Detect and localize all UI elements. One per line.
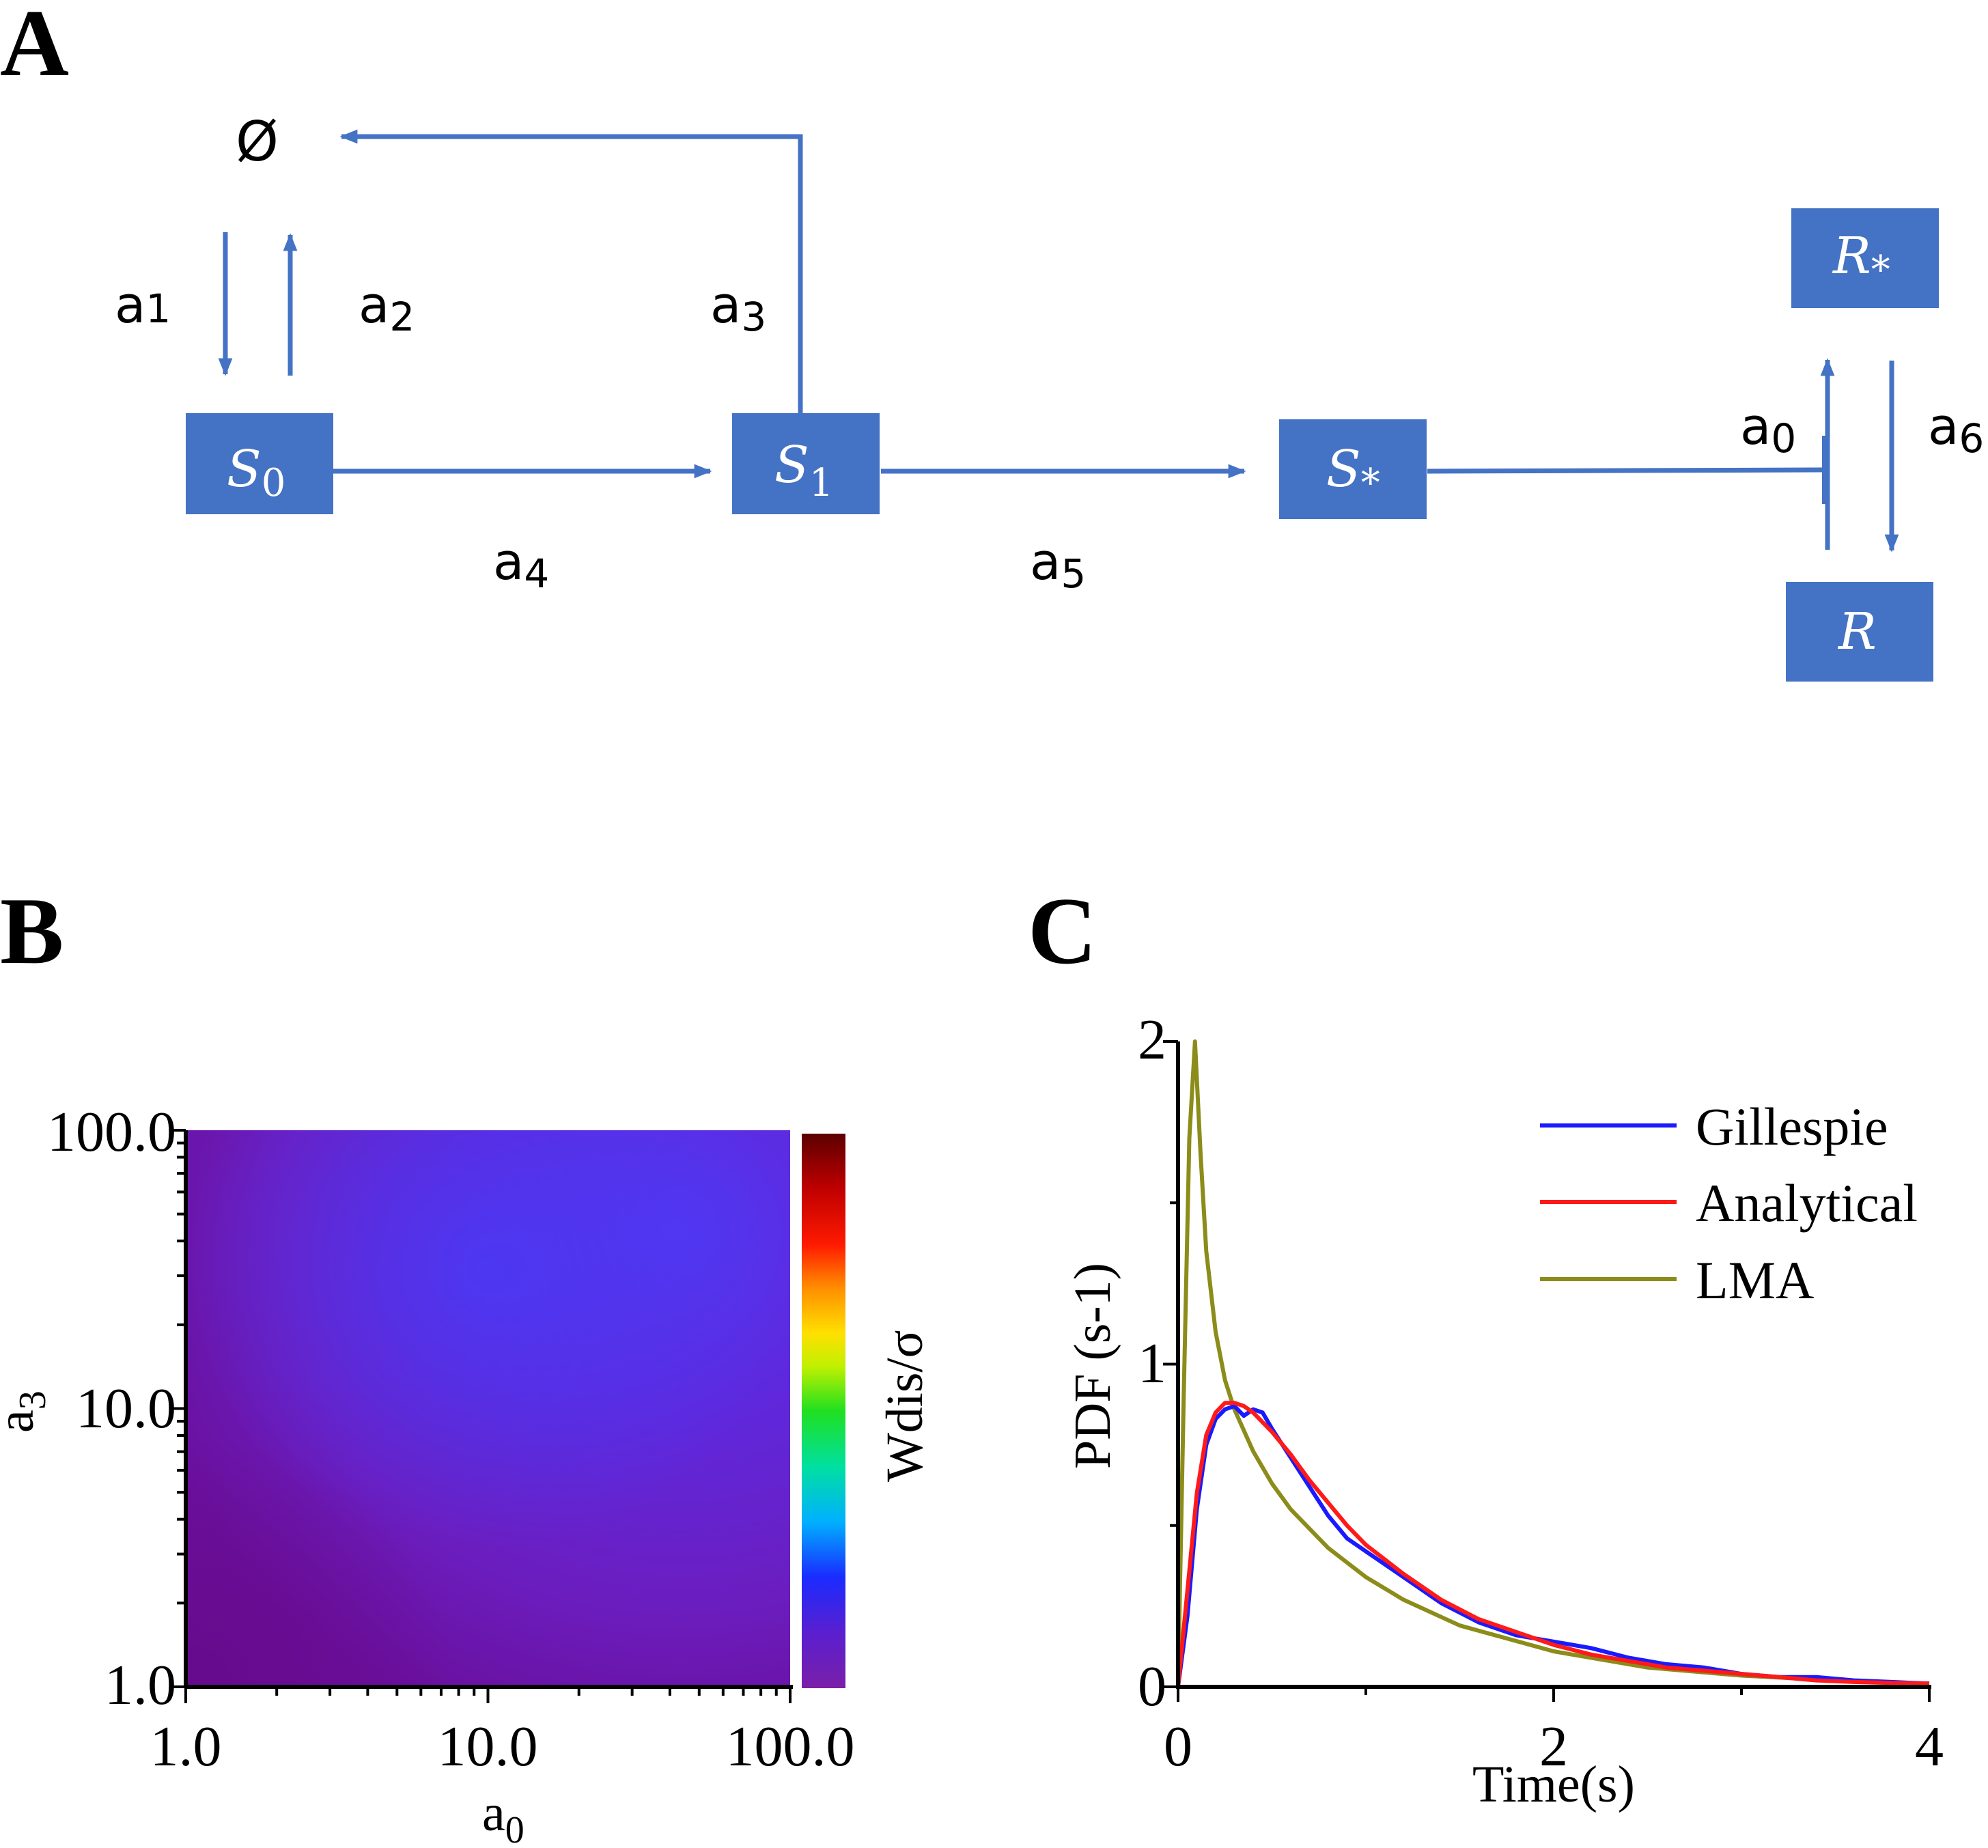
chart-y-tick-1: 1 xyxy=(1138,1332,1166,1395)
rate-a6: a6 xyxy=(1928,397,1984,462)
rate-a2-main: a xyxy=(359,276,389,335)
node-s0-sub: 0 xyxy=(262,461,286,505)
series-line-lma xyxy=(1176,1039,1930,1688)
node-s0-label: S xyxy=(227,440,262,499)
rate-a0-main: a xyxy=(1740,397,1771,456)
rate-a1-sub: 1 xyxy=(145,285,171,332)
node-sstar-label: S xyxy=(1326,440,1361,499)
svg-text:R*: R* xyxy=(1832,227,1890,292)
heatmap-axes xyxy=(169,1129,793,1703)
node-rstar-sub: * xyxy=(1871,248,1890,292)
heatmap-y-axis-main: a xyxy=(0,1410,44,1433)
heatmap-y-tick-100: 100.0 xyxy=(47,1100,176,1164)
panel-label-a: A xyxy=(0,0,69,96)
rate-a1-main: a xyxy=(115,276,145,335)
node-s1: S1 xyxy=(732,413,880,514)
legend-label-analytical: Analytical xyxy=(1696,1173,1918,1233)
node-rstar: R* xyxy=(1791,208,1939,308)
chart-legend: Gillespie Analytical LMA xyxy=(1540,1097,1918,1310)
rate-a2-sub: 2 xyxy=(389,294,415,340)
node-s1-label: S xyxy=(774,436,809,494)
svg-text:S0: S0 xyxy=(227,440,285,505)
heatmap-x-axis-sub: 0 xyxy=(505,1809,524,1848)
rate-a4: a4 xyxy=(493,533,549,597)
heatmap-x-tick-100: 100.0 xyxy=(726,1715,855,1778)
series-line-analytical xyxy=(1176,1401,1930,1688)
rate-a5: a5 xyxy=(1030,533,1086,597)
colorbar-label: Wdis/σ xyxy=(876,1330,934,1482)
node-rstar-label: R xyxy=(1832,227,1871,285)
rate-a3-main: a xyxy=(710,276,741,335)
chart-x-axis-label: Time(s) xyxy=(1472,1756,1635,1813)
svg-text:S1: S1 xyxy=(774,436,833,505)
rate-a4-main: a xyxy=(493,533,524,591)
rate-a1: a1 xyxy=(115,276,171,335)
rate-a6-main: a xyxy=(1928,397,1959,456)
heatmap-y-tick-1: 1.0 xyxy=(104,1653,176,1717)
rate-a0-sub: 0 xyxy=(1771,415,1796,462)
rate-a4-sub: 4 xyxy=(524,550,549,597)
chart-y-tick-2: 2 xyxy=(1138,1008,1166,1072)
rate-a3-sub: 3 xyxy=(741,294,766,340)
heatmap-y-tick-10: 10.0 xyxy=(76,1377,176,1440)
chart-series-layer xyxy=(1176,1039,1930,1688)
heatmap-x-axis-main: a xyxy=(482,1784,505,1842)
chart-x-tick-2: 2 xyxy=(1539,1715,1568,1778)
activation-line xyxy=(1427,467,1825,474)
chart-y-tick-0: 0 xyxy=(1138,1655,1166,1718)
rate-a5-main: a xyxy=(1030,533,1061,591)
svg-text:S*: S* xyxy=(1326,440,1380,505)
panel-label-b: B xyxy=(0,878,64,984)
panel-c: C 0 2 4 0 1 2 Time(s) PDF (s-1) Gillespi… xyxy=(1028,878,1944,1813)
heatmap-x-axis-label: a0 xyxy=(482,1784,524,1848)
node-r: R xyxy=(1786,582,1933,682)
rate-a2: a2 xyxy=(359,276,415,340)
chart-y-axis-label: PDF (s-1) xyxy=(1064,1263,1121,1469)
node-s0: S0 xyxy=(186,413,333,514)
rate-a5-sub: 5 xyxy=(1061,550,1086,597)
heatmap-dark-region xyxy=(186,1130,790,1687)
legend-label-gillespie: Gillespie xyxy=(1696,1097,1888,1156)
node-s1-sub: 1 xyxy=(809,461,834,505)
panel-label-c: C xyxy=(1028,878,1097,984)
chart-x-tick-0: 0 xyxy=(1164,1715,1192,1778)
node-sstar-sub: * xyxy=(1361,461,1380,505)
colorbar: Wdis/σ xyxy=(802,1134,934,1688)
heatmap-y-axis-label: a3 xyxy=(0,1390,54,1433)
heatmap-x-tick-1: 1.0 xyxy=(150,1715,222,1778)
chart-x-tick-4: 4 xyxy=(1915,1715,1944,1778)
arrow-a3 xyxy=(339,129,803,413)
rate-a6-sub: 6 xyxy=(1959,415,1984,462)
heatmap-plot xyxy=(186,1130,790,1687)
node-r-label: R xyxy=(1837,602,1877,661)
colorbar-gradient xyxy=(802,1134,845,1688)
heatmap-x-tick-10: 10.0 xyxy=(438,1715,538,1778)
rate-a3: a3 xyxy=(710,276,766,340)
panel-b: B Wdis/σ 1.0 10.0 100.0 1.0 10.0 100.0 a… xyxy=(0,878,934,1848)
legend-label-lma: LMA xyxy=(1696,1250,1814,1310)
node-sstar: S* xyxy=(1279,419,1427,519)
empty-set-symbol: Ø xyxy=(236,110,279,173)
rate-a0: a0 xyxy=(1740,397,1796,462)
panel-a: A Ø S0 S1 S* R* R xyxy=(0,0,1984,682)
heatmap-y-axis-sub: 3 xyxy=(12,1390,54,1410)
chart-axes xyxy=(1163,1040,1931,1702)
